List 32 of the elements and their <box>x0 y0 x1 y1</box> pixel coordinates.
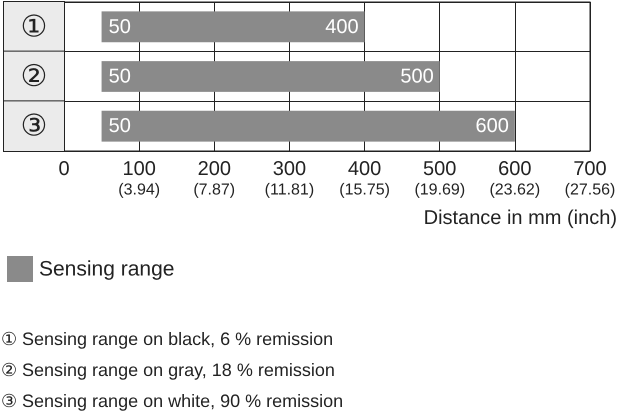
text: ③ Sensing range on white, 90 % remission <box>1 391 344 411</box>
x2-tick-label: (7.87) <box>193 182 236 198</box>
text: ① Sensing range on black, 6 % remission <box>1 329 334 349</box>
legend-label: Sensing range <box>39 258 174 280</box>
x-tick-label: 600 <box>498 158 532 180</box>
annotation: 400 <box>325 16 359 38</box>
x-tick-label: 100 <box>122 158 156 180</box>
bar <box>102 11 365 42</box>
x-axis-title: Distance in mm (inch) <box>424 207 618 229</box>
x-tick-label: 200 <box>198 158 231 180</box>
y-tick-label: ① <box>20 9 48 44</box>
x2-tick-label: (15.75) <box>339 182 390 198</box>
x-tick-label: 300 <box>272 158 306 180</box>
x-tick-label: 0 <box>58 158 70 180</box>
annotation: 50 <box>108 16 131 38</box>
x-tick-label: 400 <box>348 158 382 180</box>
y-tick-label: ③ <box>20 108 48 144</box>
annotation: 50 <box>108 115 131 138</box>
y-tick-label: ② <box>20 59 48 94</box>
x-tick-label: 700 <box>573 158 607 180</box>
text: ② Sensing range on gray, 18 % remission <box>1 360 335 380</box>
x-tick-label: 500 <box>423 158 456 180</box>
x2-tick-label: (3.94) <box>118 182 160 198</box>
x2-tick-label: (23.62) <box>489 182 540 198</box>
x2-tick-label: (11.81) <box>264 182 314 198</box>
x2-tick-label: (27.56) <box>564 182 616 198</box>
bar <box>102 110 515 142</box>
annotation: 500 <box>400 66 434 88</box>
annotation: 600 <box>475 115 509 138</box>
x2-tick-label: (19.69) <box>414 182 466 198</box>
bar <box>102 61 440 92</box>
annotation: 50 <box>108 66 131 88</box>
